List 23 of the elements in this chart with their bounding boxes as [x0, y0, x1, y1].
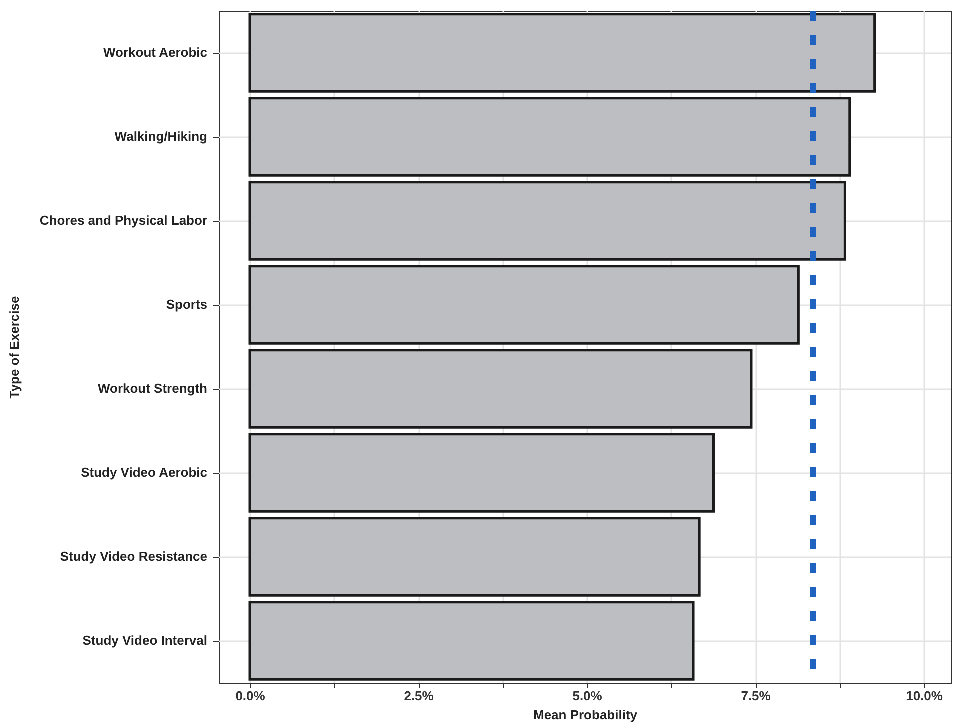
bar: [248, 601, 695, 681]
y-tick-label: Workout Strength: [98, 381, 208, 396]
bar: [248, 265, 800, 345]
y-axis-title: Type of Exercise: [6, 296, 22, 399]
y-tick-label: Walking/Hiking: [114, 129, 208, 144]
x-tick-label: 2.5%: [404, 688, 434, 704]
y-tick-label: Sports: [166, 297, 208, 312]
x-tick-label: 0.0%: [236, 688, 266, 704]
y-tick-label: Study Video Interval: [82, 633, 208, 648]
x-tick-label: 7.5%: [741, 688, 772, 704]
y-tick-label: Study Video Aerobic: [81, 465, 208, 480]
bar: [248, 433, 715, 513]
y-tick-label: Workout Aerobic: [103, 45, 208, 60]
x-axis-title: Mean Probability: [533, 708, 638, 722]
y-tick-label: Study Video Resistance: [60, 549, 208, 564]
bar: [248, 13, 876, 93]
bar: [248, 349, 753, 429]
bar: [248, 517, 701, 597]
y-tick-label: Chores and Physical Labor: [40, 213, 208, 228]
bar: [248, 97, 852, 177]
x-tick-label: 10.0%: [906, 688, 944, 704]
x-tick-label: 5.0%: [572, 688, 603, 704]
bar: [248, 181, 846, 261]
